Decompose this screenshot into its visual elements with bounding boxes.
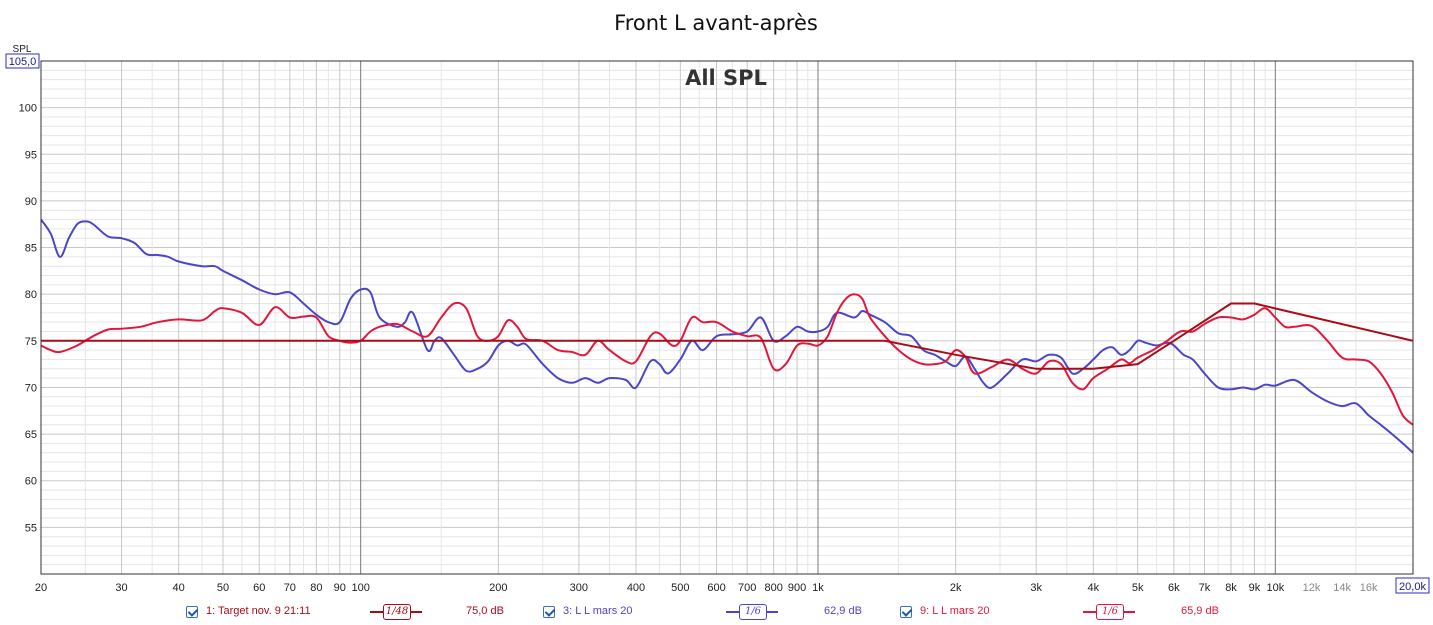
y-tick-label: 60 (25, 476, 37, 488)
y-axis-unit-label: SPL (13, 44, 32, 55)
series-3-checkbox[interactable] (543, 606, 555, 618)
series-9-checkbox[interactable] (900, 606, 912, 618)
x-tick-label: 3k (1030, 582, 1042, 594)
x-tick-label: 700 (738, 582, 756, 594)
x-tick-label: 7k (1199, 582, 1211, 594)
series-1-smoothing: 1/48 (383, 604, 411, 620)
x-tick-label: 20 (35, 582, 47, 594)
x-tick-label: 40 (173, 582, 185, 594)
chart-subtitle: All SPL (685, 66, 767, 90)
x-tick-label: 50 (217, 582, 229, 594)
chart-title: Front L avant-après (614, 11, 818, 35)
series-1-checkbox[interactable] (186, 606, 198, 618)
y-tick-label: 85 (25, 243, 37, 255)
y-tick-label: 80 (25, 289, 37, 301)
x-tick-label: 70 (284, 582, 296, 594)
series-layer (40, 219, 1414, 454)
y-tick-label: 95 (25, 149, 37, 161)
x-tick-label: 4k (1088, 582, 1100, 594)
x-tick-label: 14k (1333, 582, 1351, 594)
x-tick-label: 900 (788, 582, 806, 594)
x-tick-label: 6k (1168, 582, 1180, 594)
x-tick-label: 200 (489, 582, 507, 594)
frequency-response-chart: Front L avant-après 55 60 65 70 75 80 85 90 95 10… (5, 11, 1430, 594)
series-3-level: 62,9 dB (824, 605, 862, 617)
y-tick-label: 65 (25, 429, 37, 441)
series-1-smoothing-swatch[interactable]: 1/48 (370, 603, 422, 621)
y-tick-label: 75 (25, 336, 37, 348)
plot-frame (40, 60, 1414, 575)
series-1-name: 1: Target nov. 9 21:11 (206, 605, 311, 617)
x-tick-label: 90 (334, 582, 346, 594)
series-9-smoothing-swatch[interactable]: 1/6 (1083, 603, 1135, 621)
x-tick-label: 100 (351, 582, 369, 594)
x-tick-label: 60 (253, 582, 265, 594)
x-tick-label: 400 (627, 582, 645, 594)
x-tick-label: 5k (1132, 582, 1144, 594)
grid (41, 61, 1413, 574)
series-3-smoothing: 1/6 (739, 604, 767, 620)
x-tick-label: 80 (310, 582, 322, 594)
x-tick-label: 10k (1266, 582, 1284, 594)
x-tick-label: 12k (1303, 582, 1321, 594)
y-tick-label: 55 (25, 522, 37, 534)
series-3-smoothing-swatch[interactable]: 1/6 (726, 603, 778, 621)
series-3-line (40, 219, 1414, 454)
x-tick-label: 30 (115, 582, 127, 594)
series-1-level: 75,0 dB (466, 605, 504, 617)
legend: 1: Target nov. 9 21:11 1/48 75,0 dB 3: L… (0, 600, 1433, 625)
x-tick-label: 300 (570, 582, 588, 594)
x-max-box[interactable] (1395, 577, 1430, 594)
x-tick-label: 8k (1225, 582, 1237, 594)
x-tick-label: 600 (707, 582, 725, 594)
x-tick-label: 2k (950, 582, 962, 594)
x-tick-label: 16k (1360, 582, 1378, 594)
y-tick-label: 90 (25, 196, 37, 208)
series-target-line (41, 302, 1414, 370)
x-tick-label: 800 (764, 582, 782, 594)
y-tick-label: 70 (25, 382, 37, 394)
series-9-line (40, 293, 1414, 426)
x-tick-label: 1k (812, 582, 824, 594)
y-max-label: 105,0 (9, 56, 37, 68)
x-tick-label: 9k (1249, 582, 1261, 594)
series-9-name: 9: L L mars 20 (920, 605, 990, 617)
x-tick-label: 500 (671, 582, 689, 594)
y-tick-label: 100 (19, 103, 37, 115)
series-3-name: 3: L L mars 20 (563, 605, 633, 617)
series-9-level: 65,9 dB (1181, 605, 1219, 617)
series-9-smoothing: 1/6 (1096, 604, 1124, 620)
y-max-box[interactable] (5, 53, 40, 69)
x-max-label: 20,0k (1399, 581, 1426, 593)
